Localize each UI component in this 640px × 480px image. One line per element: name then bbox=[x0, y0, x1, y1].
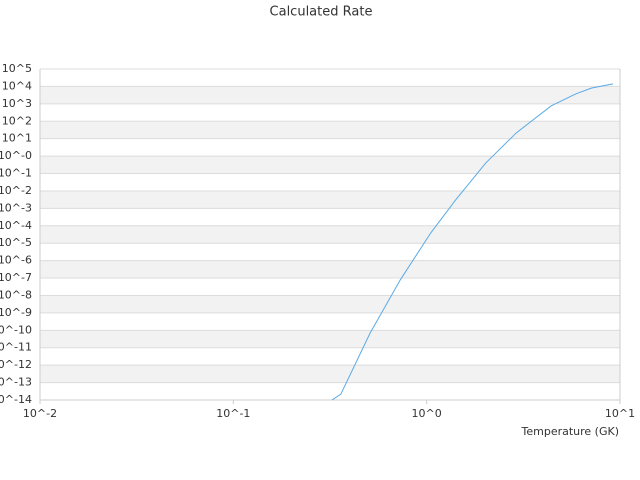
grid-band bbox=[40, 156, 620, 174]
y-tick-label: 10^-5 bbox=[0, 236, 32, 249]
y-tick-label: 10^-12 bbox=[0, 358, 32, 371]
chart-title: Calculated Rate bbox=[270, 5, 373, 20]
y-tick-label: 10^-4 bbox=[0, 219, 32, 232]
y-tick-label: 10^-14 bbox=[0, 393, 32, 406]
y-tick-label: 10^3 bbox=[2, 97, 32, 110]
y-tick-label: 10^-6 bbox=[0, 254, 32, 267]
grid-band bbox=[40, 260, 620, 279]
grid-band bbox=[40, 225, 620, 244]
y-tick-label: 10^-11 bbox=[0, 341, 32, 354]
y-tick-label: 10^-0 bbox=[0, 149, 32, 162]
y-tick-label: 10^-9 bbox=[0, 306, 32, 319]
x-tick-label: 10^0 bbox=[412, 407, 442, 420]
grid-band bbox=[40, 190, 620, 209]
y-tick-label: 10^-2 bbox=[0, 184, 32, 197]
y-tick-label: 10^1 bbox=[2, 132, 32, 145]
data-line bbox=[331, 83, 614, 400]
y-tick-label: 10^2 bbox=[2, 114, 32, 127]
y-tick-label: 10^5 bbox=[2, 62, 32, 75]
x-tick-label: 10^-2 bbox=[23, 407, 57, 420]
y-tick-label: 10^-7 bbox=[0, 271, 32, 284]
y-tick-label: 10^-13 bbox=[0, 376, 32, 389]
x-axis-label: Temperature (GK) bbox=[521, 425, 620, 438]
y-tick-label: 10^4 bbox=[2, 79, 32, 92]
grid-band bbox=[40, 295, 620, 313]
grid-band bbox=[40, 365, 620, 383]
x-tick-label: 10^1 bbox=[605, 407, 635, 420]
y-tick-label: 10^-10 bbox=[0, 323, 32, 336]
grid-band bbox=[40, 121, 620, 139]
x-tick-label: 10^-1 bbox=[216, 407, 250, 420]
y-tick-label: 10^-3 bbox=[0, 201, 32, 214]
grid-band bbox=[40, 330, 620, 348]
y-tick-label: 10^-8 bbox=[0, 288, 32, 301]
y-tick-label: 10^-1 bbox=[0, 167, 32, 180]
grid-band bbox=[40, 86, 620, 104]
